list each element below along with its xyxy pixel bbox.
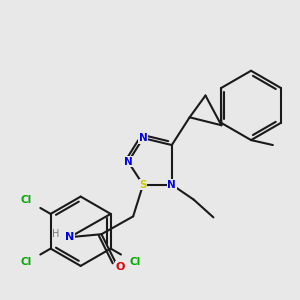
Text: Cl: Cl [129, 257, 140, 267]
Text: N: N [167, 180, 176, 190]
Text: O: O [116, 262, 125, 272]
Text: N: N [124, 157, 133, 167]
Text: H: H [52, 229, 60, 239]
Text: N: N [65, 232, 74, 242]
Text: Cl: Cl [21, 195, 32, 205]
Text: Cl: Cl [21, 257, 32, 267]
Text: S: S [139, 180, 147, 190]
Text: N: N [139, 133, 147, 143]
